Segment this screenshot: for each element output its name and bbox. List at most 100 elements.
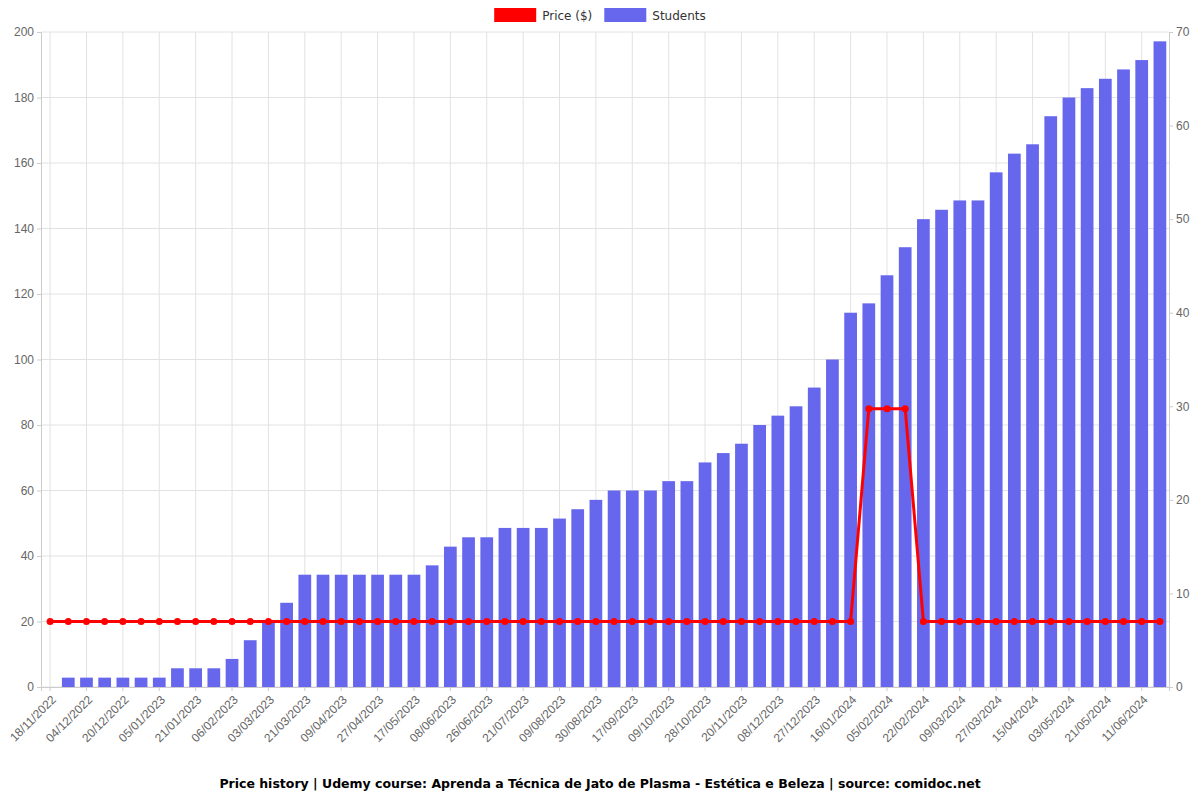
bar [226, 659, 239, 687]
bar [644, 491, 657, 688]
tick-label: 80 [21, 418, 35, 432]
tick-mark [850, 687, 851, 691]
marker [1156, 618, 1163, 625]
marker [647, 618, 654, 625]
marker [465, 618, 472, 625]
marker [1029, 618, 1036, 625]
axis-line [42, 688, 1170, 692]
marker [283, 618, 290, 625]
bar [371, 575, 384, 687]
tick-mark [37, 163, 41, 164]
tick-label: 30 [1176, 400, 1190, 414]
bar [735, 444, 748, 687]
grid-line [232, 32, 233, 687]
bar [298, 575, 311, 687]
marker [192, 618, 199, 625]
tick-label: 100 [14, 353, 34, 367]
tick-label: 120 [14, 287, 34, 301]
bar [717, 453, 730, 687]
tick-mark [304, 687, 305, 691]
tick-mark [1169, 219, 1173, 220]
tick-mark [1169, 406, 1173, 407]
tick-mark [37, 687, 41, 688]
tick-mark [37, 229, 41, 230]
bar [317, 575, 330, 687]
bar [881, 275, 894, 687]
tick-mark [195, 687, 196, 691]
marker [829, 618, 836, 625]
marker [592, 618, 599, 625]
tick-label: 60 [1176, 119, 1190, 133]
marker [101, 618, 108, 625]
bar [262, 622, 275, 688]
tick-label: 200 [14, 25, 34, 39]
marker [974, 618, 981, 625]
marker [83, 618, 90, 625]
tick-mark [486, 687, 487, 691]
tick: 40 [1169, 306, 1190, 320]
bar [117, 678, 130, 687]
tick-mark [341, 687, 342, 691]
bar [1135, 60, 1148, 687]
marker [956, 618, 963, 625]
bar [62, 678, 75, 687]
tick: 50 [1169, 212, 1190, 226]
tick: 10 [1169, 587, 1190, 601]
tick-mark [37, 622, 41, 623]
y2-axis: 010203040506070 [1169, 25, 1190, 694]
marker [902, 405, 909, 412]
marker [556, 618, 563, 625]
tick: 80 [21, 418, 41, 432]
tick-mark [37, 32, 41, 33]
legend-item: Students [604, 8, 706, 23]
bar [408, 575, 421, 687]
bar [662, 481, 675, 687]
marker [993, 618, 1000, 625]
grid-line [122, 32, 123, 687]
tick-mark [887, 687, 888, 691]
tick-mark [86, 687, 87, 691]
marker [574, 618, 581, 625]
marker [265, 618, 272, 625]
bar [1154, 41, 1167, 687]
marker [756, 618, 763, 625]
tick-mark [37, 294, 41, 295]
tick-label: 140 [14, 222, 34, 236]
marker [1120, 618, 1127, 625]
marker [338, 618, 345, 625]
bar [972, 200, 985, 687]
tick-mark [50, 687, 51, 691]
bar [353, 575, 366, 687]
tick: 20 [21, 615, 41, 629]
tick: 180 [14, 91, 41, 105]
bar [753, 425, 766, 687]
tick-mark [923, 687, 924, 691]
grid-line [41, 163, 1169, 164]
tick-mark [37, 556, 41, 557]
marker [138, 618, 145, 625]
marker [938, 618, 945, 625]
grid-line [86, 32, 87, 687]
tick-mark [814, 687, 815, 691]
bar [499, 528, 512, 687]
tick: 70 [1169, 25, 1190, 39]
tick-mark [632, 687, 633, 691]
bar [1044, 116, 1057, 687]
tick-mark [1169, 593, 1173, 594]
grid-line [41, 32, 1169, 33]
tick-mark [37, 425, 41, 426]
tick-mark [1169, 500, 1173, 501]
bar [771, 416, 784, 687]
bar [990, 172, 1003, 687]
marker [683, 618, 690, 625]
bar [98, 678, 111, 687]
bar [844, 313, 857, 687]
marker [538, 618, 545, 625]
marker [793, 618, 800, 625]
marker [1084, 618, 1091, 625]
tick: 200 [14, 25, 41, 39]
marker [483, 618, 490, 625]
tick: 120 [14, 287, 41, 301]
marker [774, 618, 781, 625]
axis-line [37, 33, 42, 688]
